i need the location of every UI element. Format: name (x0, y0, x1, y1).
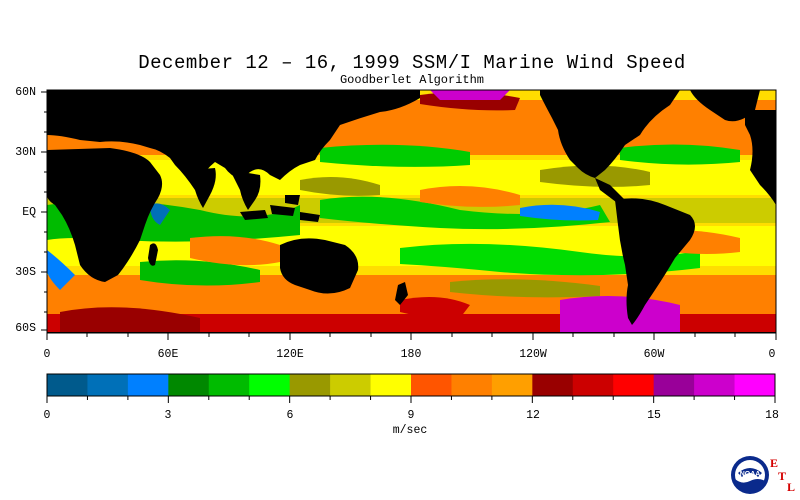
color-scale-segment (370, 374, 412, 396)
lon-label: 60W (643, 348, 665, 361)
color-scale-segment (613, 374, 655, 396)
low-wind-patch (140, 260, 260, 286)
color-scale-segment (168, 374, 210, 396)
low-wind-patch (47, 250, 75, 290)
lat-label: 60N (15, 86, 36, 99)
low-wind-patch (620, 144, 740, 165)
scale-tick-label: 18 (765, 409, 779, 422)
color-scale-ticks (46, 396, 776, 403)
color-scale-segment (249, 374, 291, 396)
lat-label: EQ (22, 206, 36, 219)
land-new-zealand (395, 282, 408, 305)
lat-label: 30N (15, 146, 36, 159)
land-greenland (690, 90, 760, 122)
land-australia (280, 238, 359, 294)
lon-label: 0 (768, 348, 776, 361)
noaa-logo-icon: NOAA (731, 456, 769, 494)
color-scale-segment (694, 374, 736, 396)
land-eurasia (47, 90, 420, 190)
etl-letter: T (778, 469, 787, 483)
land-japan (312, 128, 322, 156)
lat-label: 60S (15, 322, 36, 335)
color-scale-segment (491, 374, 533, 396)
color-scale-segment (734, 374, 776, 396)
very-high-wind-patch (60, 307, 200, 333)
color-scale-segment (653, 374, 695, 396)
moderate-wind-patch (300, 176, 380, 196)
lon-label: 0 (43, 348, 51, 361)
lat-label: 30S (15, 266, 36, 279)
map-title: December 12 – 16, 1999 SSM/I Marine Wind… (138, 52, 686, 74)
very-high-wind-patch (560, 296, 680, 333)
land-north-america (540, 90, 680, 178)
lon-label: 120E (276, 348, 304, 361)
lon-label: 60E (157, 348, 179, 361)
scale-tick-label: 12 (526, 409, 540, 422)
low-wind-patch (520, 204, 600, 221)
lon-label: 180 (400, 348, 422, 361)
scale-tick-label: 3 (164, 409, 172, 422)
land-europe-wrap (745, 110, 776, 205)
low-wind-patch (320, 144, 470, 167)
color-scale-segment (532, 374, 574, 396)
land-africa (47, 148, 163, 282)
land-indonesia (240, 195, 320, 222)
very-high-wind-patch (400, 296, 470, 319)
land-southeast-asia (230, 170, 261, 210)
scale-tick-label: 6 (286, 409, 294, 422)
color-scale-segment (87, 374, 129, 396)
color-scale-segment (289, 374, 331, 396)
moderate-wind-patch (450, 279, 600, 298)
lon-ticks (46, 333, 777, 340)
color-scale-segment (208, 374, 250, 396)
scale-tick-label: 9 (407, 409, 415, 422)
color-scale-segment (451, 374, 493, 396)
color-scale-segment (411, 374, 452, 396)
very-high-wind-patch (430, 90, 510, 100)
color-scale-segment (127, 374, 169, 396)
scale-units: m/sec (392, 424, 428, 437)
high-wind-patch (190, 236, 280, 266)
lon-label: 120W (519, 348, 547, 361)
etl-letter: L (787, 480, 796, 494)
color-scale-segment (572, 374, 614, 396)
lat-ticks (41, 91, 47, 331)
logo-text: NOAA (740, 471, 761, 478)
map-subtitle: Goodberlet Algorithm (339, 73, 485, 87)
color-scale-segment (330, 374, 372, 396)
scale-tick-label: 0 (43, 409, 51, 422)
color-scale (47, 374, 776, 396)
color-scale-segment (47, 374, 88, 396)
low-wind-patch (400, 243, 700, 276)
high-wind-patch (420, 186, 520, 207)
scale-tick-label: 15 (647, 409, 661, 422)
land-india (190, 168, 216, 208)
land-central-america (595, 178, 625, 205)
low-wind-patch (150, 203, 170, 225)
low-wind-patch (320, 196, 610, 230)
etl-letter: E (770, 456, 779, 470)
land-south-america (615, 198, 695, 325)
land-madagascar (148, 243, 158, 266)
